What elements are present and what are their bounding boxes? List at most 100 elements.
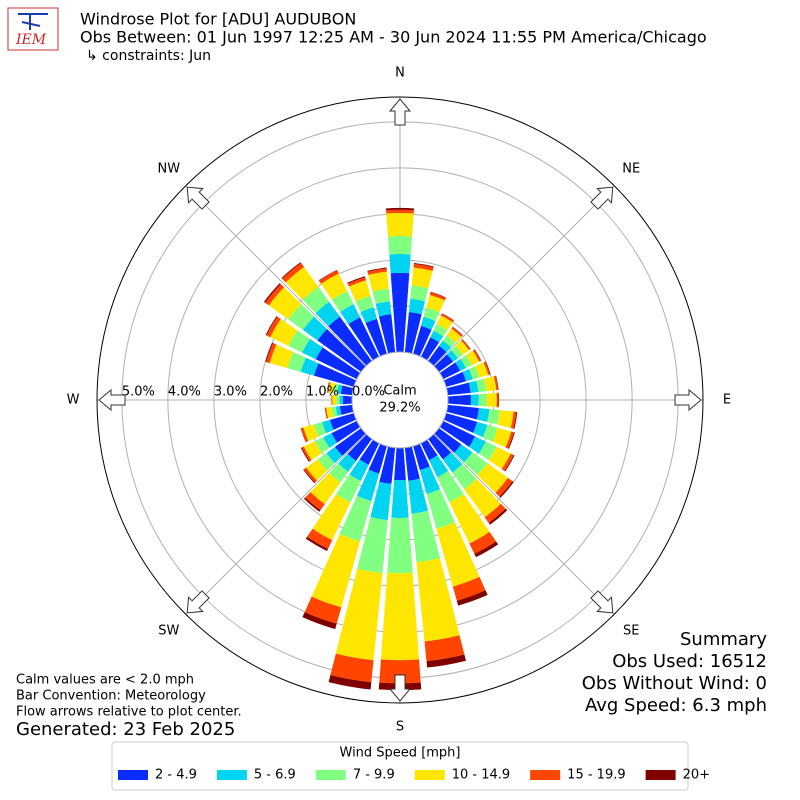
wind-bar bbox=[391, 480, 409, 518]
flow-arrow bbox=[388, 674, 412, 702]
wind-bar bbox=[313, 422, 326, 437]
wind-bar bbox=[300, 447, 310, 462]
wind-bar bbox=[365, 318, 387, 357]
wind-bar bbox=[305, 492, 325, 511]
wind-bar bbox=[334, 428, 366, 456]
wind-bar bbox=[338, 453, 357, 472]
wind-bar bbox=[488, 508, 508, 525]
wind-bar bbox=[270, 318, 298, 347]
legend-swatch bbox=[216, 770, 247, 780]
wind-bar bbox=[493, 375, 499, 391]
legend-label: 20+ bbox=[683, 768, 710, 783]
grid-spoke bbox=[433, 433, 615, 615]
wind-bar bbox=[342, 395, 353, 405]
legend-swatch bbox=[645, 770, 676, 780]
wind-bar bbox=[355, 295, 374, 313]
wind-bar bbox=[285, 266, 319, 300]
wind-bar bbox=[404, 446, 420, 481]
wind-bar bbox=[348, 317, 380, 361]
wind-bar bbox=[312, 494, 351, 541]
wind-bar bbox=[314, 437, 330, 454]
wind-bar bbox=[472, 349, 481, 362]
legend-label: 5 - 6.9 bbox=[254, 768, 296, 783]
wind-bar bbox=[437, 470, 464, 503]
wind-bar bbox=[268, 287, 302, 320]
wind-bar bbox=[504, 454, 515, 472]
wind-bar bbox=[367, 268, 387, 275]
compass-label: NE bbox=[622, 161, 640, 176]
wind-bar bbox=[324, 407, 328, 419]
wind-bar bbox=[486, 392, 497, 408]
calm-circle bbox=[351, 351, 449, 449]
logo-text: IEM bbox=[15, 32, 47, 48]
wind-bar bbox=[464, 478, 501, 518]
wind-bar bbox=[336, 395, 340, 405]
wind-bar bbox=[326, 446, 343, 464]
wind-bar bbox=[311, 534, 360, 608]
logo-icon bbox=[18, 13, 48, 30]
wind-bar bbox=[327, 382, 330, 393]
wind-bar bbox=[439, 362, 461, 380]
wind-bar bbox=[331, 420, 361, 443]
wind-bar bbox=[452, 576, 486, 601]
calm-value: 29.2% bbox=[379, 401, 420, 416]
wind-bar bbox=[303, 424, 319, 442]
wind-bar bbox=[429, 292, 446, 301]
compass-label: E bbox=[723, 393, 731, 408]
wind-bar bbox=[424, 635, 465, 662]
wind-bar bbox=[386, 212, 414, 237]
flow-arrow bbox=[388, 98, 412, 126]
wind-bar bbox=[300, 357, 319, 376]
summary-line: Summary bbox=[680, 629, 767, 650]
wind-bar bbox=[439, 340, 452, 353]
wind-bar bbox=[301, 446, 312, 462]
flow-arrow bbox=[186, 186, 210, 210]
wind-bar bbox=[508, 432, 515, 449]
wind-bar bbox=[488, 446, 511, 470]
wind-bar bbox=[482, 424, 498, 442]
compass-label: N bbox=[395, 66, 405, 81]
wind-bar bbox=[434, 354, 454, 372]
wind-bar bbox=[452, 464, 477, 490]
wind-bar bbox=[367, 267, 387, 272]
wind-bar bbox=[420, 337, 440, 361]
wind-bar bbox=[368, 271, 389, 292]
wind-bar bbox=[455, 358, 467, 371]
summary-line: Obs Without Wind: 0 bbox=[582, 673, 767, 694]
wind-bar bbox=[420, 439, 438, 461]
wind-bar bbox=[499, 481, 514, 498]
wind-bar bbox=[477, 463, 508, 493]
wind-bar bbox=[379, 659, 421, 684]
wind-bar bbox=[313, 363, 357, 387]
wind-bar bbox=[325, 407, 329, 419]
chart-title: Windrose Plot for [ADU] AUDUBON bbox=[80, 10, 356, 29]
wind-bar bbox=[340, 385, 354, 396]
wind-bar bbox=[510, 411, 517, 429]
r-tick-label: 5.0% bbox=[122, 385, 155, 400]
wind-bar bbox=[484, 503, 506, 523]
wind-bar bbox=[264, 283, 281, 303]
wind-bar bbox=[307, 528, 333, 549]
wind-bar bbox=[460, 355, 472, 369]
r-tick-label: 0.0% bbox=[352, 385, 385, 400]
flow-arrow bbox=[590, 590, 614, 614]
wind-bar bbox=[328, 463, 349, 483]
wind-bar bbox=[330, 653, 374, 683]
wind-bar bbox=[434, 428, 462, 453]
wind-bar bbox=[404, 311, 422, 354]
wind-bar bbox=[468, 380, 479, 393]
flow-arrow bbox=[590, 186, 614, 210]
wind-bar bbox=[318, 270, 339, 284]
wind-bar bbox=[419, 466, 441, 495]
wind-bar bbox=[336, 474, 361, 503]
wind-bar bbox=[321, 273, 348, 300]
wind-bar bbox=[433, 324, 448, 337]
wind-bar bbox=[347, 434, 372, 461]
constraints: ↳ constraints: Jun bbox=[86, 48, 211, 64]
wind-bar bbox=[446, 328, 462, 343]
grid-spoke bbox=[185, 185, 367, 367]
wind-bar bbox=[411, 510, 441, 563]
wind-bar bbox=[410, 285, 429, 302]
wind-bar bbox=[282, 262, 305, 283]
